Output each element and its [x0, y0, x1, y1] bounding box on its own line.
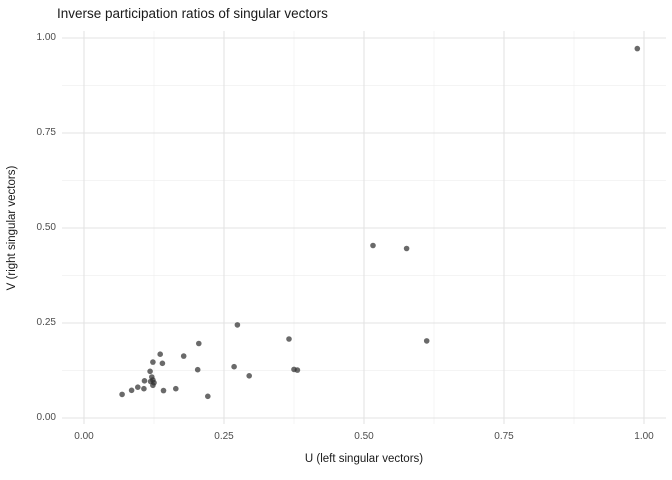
- y-tick-label: 0.25: [36, 317, 56, 328]
- data-point: [150, 382, 156, 389]
- data-point: [159, 360, 166, 367]
- x-tick-label: 0.50: [354, 431, 374, 442]
- data-point: [173, 385, 179, 392]
- data-point: [141, 378, 148, 384]
- data-point: [423, 338, 430, 344]
- data-point: [231, 363, 237, 370]
- y-tick-label: 1.00: [36, 32, 56, 43]
- data-point: [286, 336, 292, 342]
- data-point: [128, 387, 135, 394]
- data-point: [246, 373, 252, 379]
- y-axis-title-area: V (right singular vectors): [0, 0, 24, 456]
- data-point: [634, 45, 641, 52]
- y-tick-label: 0.50: [36, 222, 56, 233]
- data-point: [141, 385, 147, 392]
- data-point: [370, 242, 376, 249]
- y-tick-label: 0.75: [36, 127, 56, 138]
- data-point: [160, 387, 167, 394]
- x-axis-title: U (left singular vectors): [304, 453, 424, 465]
- data-point: [403, 245, 410, 252]
- data-point: [119, 391, 125, 398]
- data-point: [150, 359, 156, 365]
- x-tick-label: 0.00: [74, 431, 94, 442]
- y-axis-title: V (right singular vectors): [6, 165, 18, 291]
- data-point: [294, 367, 301, 373]
- data-point: [205, 393, 211, 400]
- data-point: [194, 366, 201, 373]
- x-tick-label: 1.00: [634, 431, 654, 442]
- data-point: [135, 384, 141, 391]
- data-point: [147, 368, 153, 375]
- chart-title: Inverse participation ratios of singular…: [57, 6, 328, 21]
- data-point: [234, 322, 241, 328]
- x-tick-label: 0.75: [494, 431, 514, 442]
- x-tick-label: 0.25: [214, 431, 234, 442]
- data-point: [196, 340, 202, 347]
- data-point: [157, 351, 163, 358]
- data-point: [180, 353, 187, 359]
- y-tick-label: 0.00: [36, 412, 56, 423]
